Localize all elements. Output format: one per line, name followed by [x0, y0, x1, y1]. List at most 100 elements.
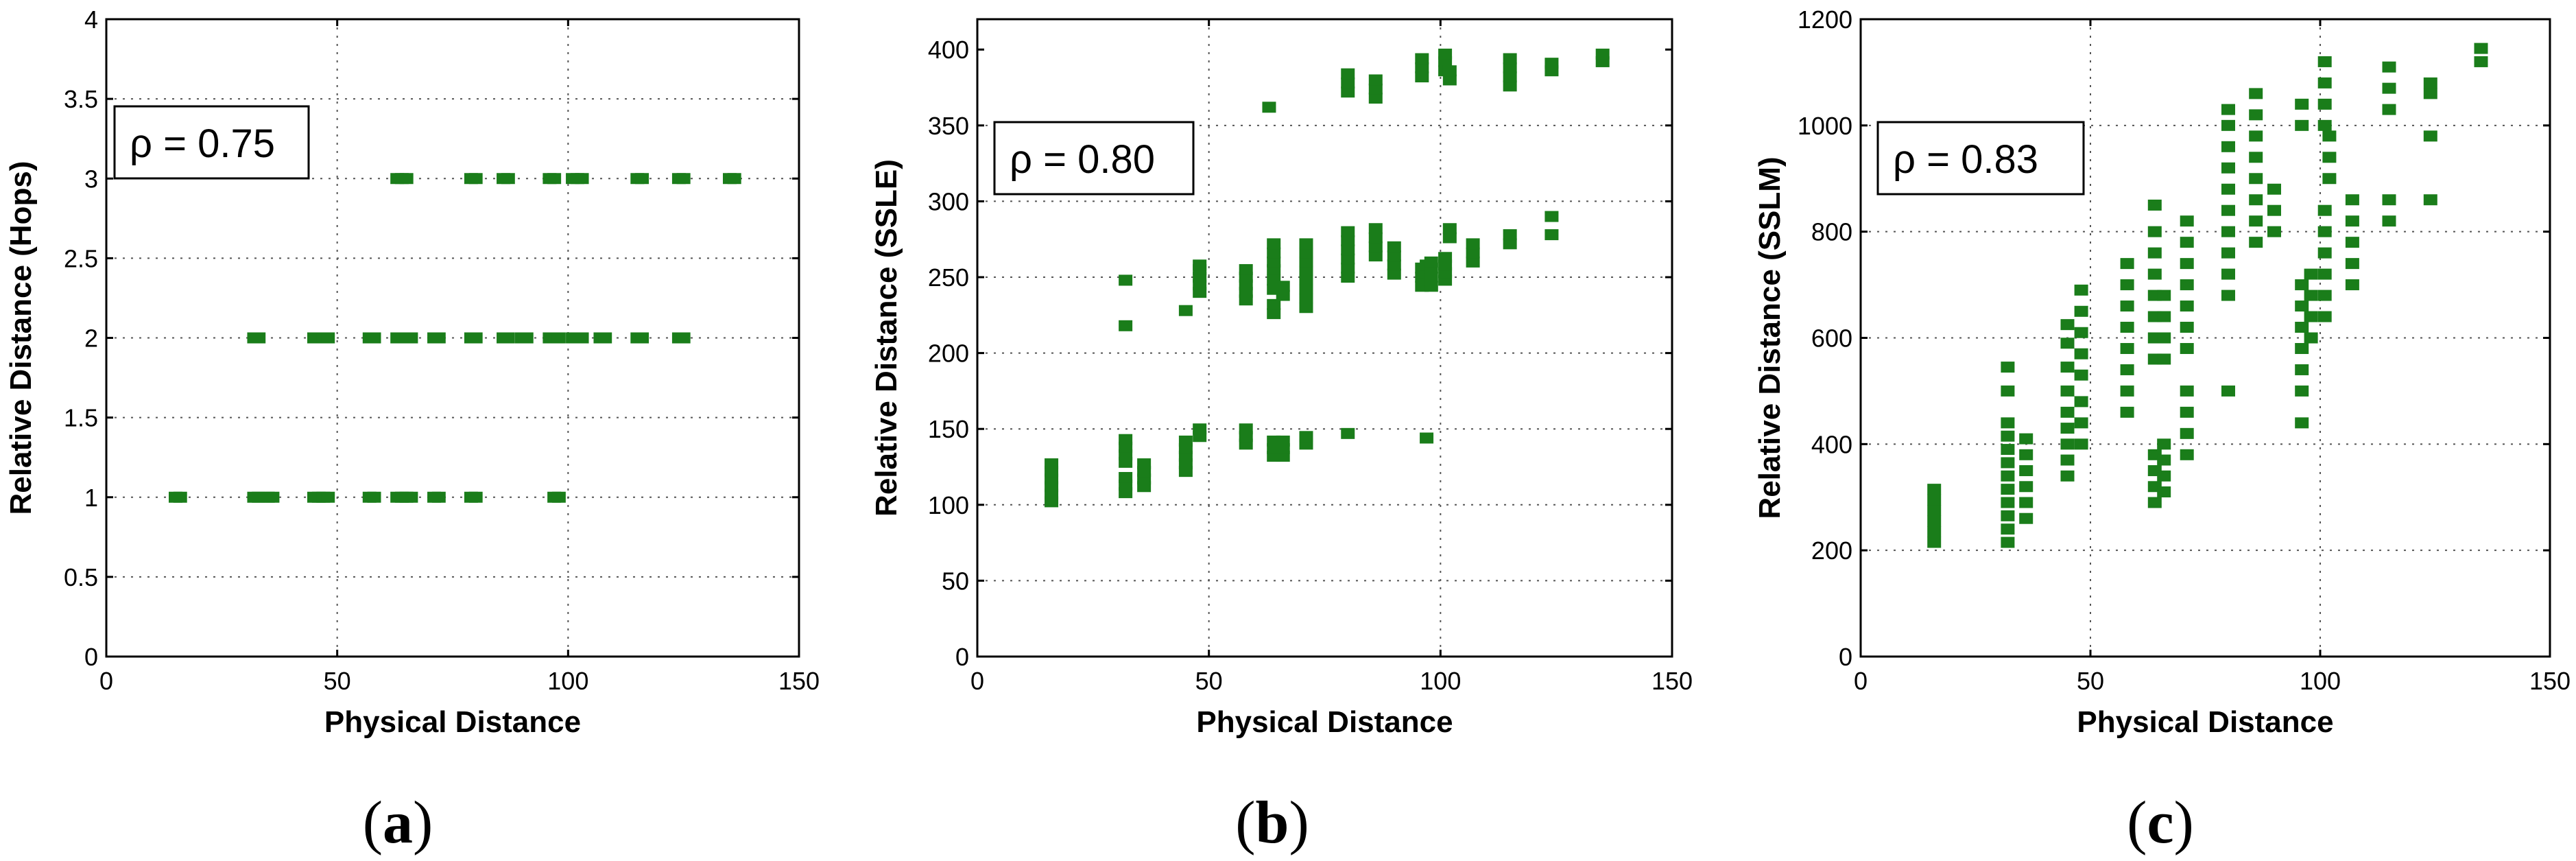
- panel-c-point: [2120, 406, 2134, 418]
- panel-c-point: [1927, 484, 1942, 495]
- panel-c-point: [2267, 226, 2281, 237]
- panel-b-annotation-box: [993, 121, 1195, 196]
- panel-c-point: [2221, 385, 2235, 397]
- panel-c-point: [2147, 247, 2162, 259]
- panel-b-ytick-label: 250: [928, 263, 969, 292]
- panel-b-point: [1503, 53, 1517, 64]
- panel-c-point: [2001, 484, 2015, 495]
- panel-b-point: [1387, 241, 1401, 252]
- panel-b-point: [1341, 77, 1355, 89]
- panel-b-point: [1503, 238, 1517, 250]
- panel-c-point: [2474, 56, 2488, 67]
- panel-b-point: [1178, 305, 1193, 316]
- panel-c-point: [2249, 237, 2263, 248]
- panel-c-point: [2001, 362, 2015, 373]
- panel-a-ytick-label: 4: [84, 5, 98, 34]
- panel-a-ytick-label: 2.5: [64, 244, 98, 272]
- panel-b-point: [1442, 232, 1457, 244]
- panel-c-point: [2019, 512, 2034, 524]
- panel-b-point: [1267, 238, 1281, 250]
- panel-b-point: [1415, 62, 1429, 73]
- panel-b-point: [1420, 432, 1434, 444]
- panel-b-point: [1503, 80, 1517, 92]
- panel-c-point: [2322, 152, 2337, 163]
- panel-c-point: [2120, 258, 2134, 270]
- panel-a-ytick-label: 2: [84, 325, 98, 353]
- panel-b-point: [1387, 268, 1401, 280]
- panel-c-point: [2120, 322, 2134, 333]
- panel-b-ytick-label: 100: [928, 491, 969, 519]
- panel-b-point: [1368, 93, 1383, 104]
- panel-b-point: [1193, 259, 1207, 271]
- panel-c-point: [2180, 385, 2194, 397]
- panel-a-point: [676, 332, 691, 344]
- panel-c-point: [2304, 268, 2318, 280]
- panel-b-ytick-label: 0: [955, 643, 969, 671]
- panel-b-point: [1299, 431, 1313, 443]
- panel-b-point: [1119, 471, 1133, 483]
- panel-c-grid: [1861, 19, 2550, 657]
- panel-c-point: [2180, 449, 2194, 460]
- panel-c-point: [2120, 385, 2134, 397]
- panel-c-point: [2060, 319, 2075, 331]
- panel-c-point: [2317, 290, 2332, 301]
- panel-c-point: [2074, 417, 2088, 429]
- panel-c-point: [2423, 88, 2437, 99]
- panel-b-point: [1368, 74, 1383, 86]
- panel-b-point: [1442, 223, 1457, 235]
- panel-c-point: [2345, 194, 2359, 206]
- panel-c-point: [2295, 119, 2309, 131]
- panel-b-point: [1341, 427, 1355, 439]
- panel-a-point: [635, 332, 649, 344]
- panel-c-point: [2060, 438, 2075, 450]
- panel-c-point: [2345, 237, 2359, 248]
- panel-c-ytick-label: 200: [1811, 536, 1852, 565]
- panel-c-point: [2382, 215, 2396, 227]
- panel-a-point: [173, 491, 187, 503]
- panel-c-point: [2120, 279, 2134, 291]
- panel-a-ytick-label: 3: [84, 165, 98, 193]
- panel-c-point: [2157, 454, 2171, 466]
- panel-a-point: [501, 173, 515, 185]
- panel-b-point: [1267, 298, 1281, 310]
- panel-c-point: [2295, 364, 2309, 375]
- panel-c-point: [2180, 258, 2194, 270]
- panel-b-point: [1341, 253, 1355, 265]
- panel-c-point: [2221, 226, 2235, 237]
- panel-b-point: [1341, 68, 1355, 80]
- panel-b-ytick-label: 150: [928, 415, 969, 443]
- panel-c-ytick-label: 1200: [1798, 5, 1852, 34]
- panel-c-point: [2322, 173, 2337, 185]
- panel-b-annotation: ρ = 0.80: [1010, 137, 1155, 182]
- panel-b-point: [1438, 48, 1453, 60]
- panel-a-point: [727, 173, 741, 185]
- panel-c-point: [2295, 322, 2309, 333]
- panel-c-point: [2295, 300, 2309, 312]
- panel-b-point: [1545, 58, 1559, 69]
- panel-b-point: [1299, 238, 1313, 250]
- panel-c-point: [2074, 305, 2088, 317]
- panel-c-point: [2249, 194, 2263, 206]
- panel-b-point: [1466, 256, 1480, 268]
- panel-b-xtick-label: 50: [1195, 667, 1223, 695]
- panel-a-point: [501, 332, 515, 344]
- panel-a-point: [404, 332, 418, 344]
- panel-c-point: [2074, 284, 2088, 296]
- panel-a-ytick-label: 1: [84, 484, 98, 512]
- panel-c-point: [2001, 497, 2015, 508]
- panel-c-points: [1927, 43, 2488, 548]
- panel-c-point: [2157, 438, 2171, 450]
- panel-c-point: [2157, 353, 2171, 365]
- panel-c-point: [2147, 226, 2162, 237]
- panel-c-point: [2120, 364, 2134, 375]
- panel-b-ytick-label: 200: [928, 340, 969, 368]
- panel-c-point: [2382, 61, 2396, 73]
- panel-c-point: [2345, 279, 2359, 291]
- panel-c-point: [2317, 77, 2332, 89]
- panel-c-point: [2221, 162, 2235, 174]
- panel-b-point: [1424, 281, 1438, 292]
- panel-c-point: [2304, 311, 2318, 322]
- panel-c-point: [2019, 497, 2034, 508]
- panel-a-point: [265, 491, 280, 503]
- panel-b-point: [1545, 229, 1559, 241]
